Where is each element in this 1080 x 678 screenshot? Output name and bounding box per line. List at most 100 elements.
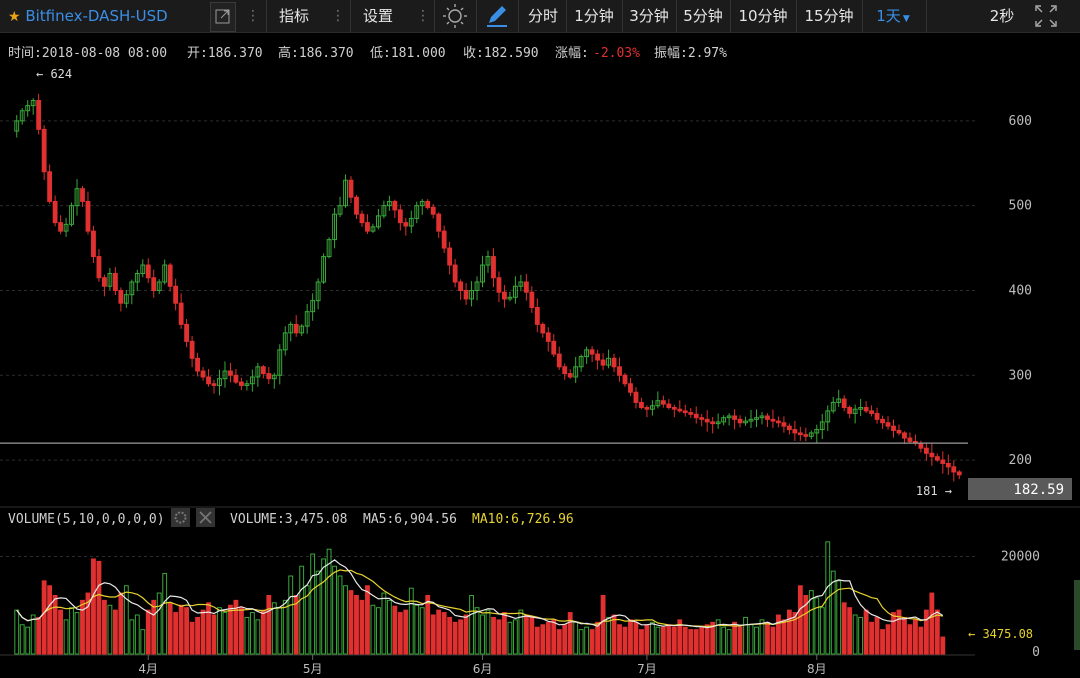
volume-bar-down — [677, 619, 683, 655]
star-icon[interactable]: ★ — [8, 9, 21, 25]
volume-bar-up — [726, 629, 732, 655]
volume-close-button[interactable] — [196, 508, 215, 527]
candle-up — [337, 205, 343, 215]
volume-bar-up — [649, 621, 655, 655]
divider — [434, 0, 435, 32]
volume-bar-up — [244, 616, 250, 655]
volume-bar-down — [803, 595, 809, 655]
volume-bar-down — [732, 621, 738, 655]
volume-bar-down — [233, 599, 239, 655]
volume-bar-down — [551, 619, 557, 655]
info-high: 高:186.370 — [278, 45, 354, 61]
candle-up — [469, 289, 474, 300]
volume-bar-up — [480, 614, 485, 655]
volume-annotations: ← 3475.08 — [968, 627, 1033, 641]
popout-button[interactable] — [210, 2, 236, 32]
interval-tab[interactable]: 3分钟 — [629, 7, 669, 25]
more-icon[interactable]: ⋮ — [331, 8, 345, 24]
volume-bar-up — [123, 585, 129, 655]
volume-bar-down — [80, 599, 85, 655]
volume-bar-down — [671, 626, 677, 655]
gear-icon — [174, 511, 187, 524]
info-close: 收:182.590 — [463, 46, 539, 61]
volume-bar-down — [403, 609, 409, 655]
gear-icon-bg — [171, 508, 190, 527]
volume-bar-down — [58, 609, 63, 655]
more-icon[interactable]: ⋮ — [246, 8, 260, 24]
volume-bar-down — [195, 616, 200, 655]
volume-bar-down — [463, 614, 469, 655]
volume-bar-down — [41, 580, 47, 655]
draw-button[interactable] — [479, 0, 515, 32]
volume-bar-up — [326, 548, 332, 655]
volume-bar-down — [682, 626, 688, 655]
candle-up — [74, 188, 80, 207]
candle-down — [463, 289, 469, 300]
candle-up — [480, 264, 485, 283]
candle-down — [167, 264, 173, 287]
candle-down — [403, 222, 409, 227]
candlestick-chart[interactable]: 时间:2018-08-08 08:00 开:186.370 高:186.370 … — [0, 32, 1080, 678]
interval-dropdown[interactable]: 1天 ▼ — [864, 0, 922, 32]
volume-bar-down — [781, 619, 787, 655]
volume-bar-down — [688, 629, 694, 655]
volume-bar-down — [595, 621, 601, 655]
candle-down — [85, 200, 91, 232]
volume-bar-up — [578, 629, 584, 655]
candle-down — [195, 357, 200, 372]
candle-down — [260, 366, 266, 375]
candle-up — [140, 264, 146, 275]
divider — [266, 0, 267, 32]
fullscreen-button[interactable] — [1030, 0, 1062, 32]
scrollbar-thumb[interactable] — [1074, 580, 1080, 650]
volume-bar-down — [447, 616, 453, 655]
theme-button[interactable] — [437, 0, 473, 32]
volume-bar-up — [134, 614, 140, 655]
candle-down — [452, 264, 458, 283]
candle-down — [945, 462, 951, 468]
x-axis: 4月 5月 6月 7月 8月 — [0, 654, 975, 676]
volume-bar-down — [118, 592, 124, 655]
candle-up — [321, 256, 327, 283]
volume-bar-down — [737, 626, 743, 655]
candle-up — [655, 400, 661, 407]
candle-down — [611, 357, 617, 368]
volume-bar-up — [830, 570, 836, 655]
candle-up — [578, 356, 584, 368]
more-icon[interactable]: ⋮ — [416, 8, 430, 24]
candle-down — [91, 230, 96, 258]
volume-bar-up — [19, 624, 25, 655]
candle-up — [107, 273, 113, 287]
interval-tab[interactable]: 5分钟 — [683, 7, 723, 25]
candle-up — [134, 273, 140, 283]
candle-down — [491, 256, 496, 279]
volume-bar-down — [545, 621, 551, 655]
candle-up — [222, 370, 228, 380]
volume-bars — [14, 541, 946, 655]
divider — [566, 0, 567, 32]
candle-down — [52, 200, 58, 224]
interval-tab[interactable]: 10分钟 — [738, 7, 788, 25]
candle-down — [365, 222, 370, 232]
candles — [14, 93, 962, 482]
volume-bar-down — [96, 560, 102, 655]
volume-bar-up — [512, 619, 518, 655]
volume-bar-up — [304, 585, 310, 655]
symbol-selector[interactable]: ★ Bitfinex-DASH-USD — [8, 0, 208, 32]
interval-tab[interactable]: 1分钟 — [574, 7, 614, 25]
divider — [622, 0, 623, 32]
volume-bar-up — [140, 629, 146, 655]
price-tick-label: 500 — [1009, 199, 1032, 214]
candle-up — [304, 311, 310, 327]
volume-bar-down — [567, 612, 573, 655]
interval-tab[interactable]: 分时 — [527, 7, 558, 25]
settings-button[interactable]: 设置 — [362, 7, 393, 25]
volume-bar-down — [562, 624, 568, 655]
volume-bar-down — [885, 624, 891, 655]
volume-bar-down — [184, 607, 190, 655]
candle-up — [649, 405, 655, 410]
interval-tab[interactable]: 15分钟 — [804, 7, 854, 25]
candle-down — [359, 213, 365, 224]
indicators-button[interactable]: 指标 — [278, 7, 309, 25]
volume-settings-button[interactable] — [171, 508, 190, 527]
